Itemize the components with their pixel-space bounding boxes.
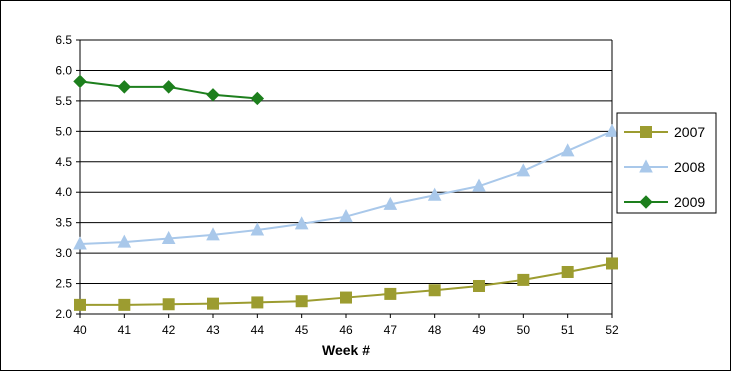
- x-tick-label: 46: [339, 323, 353, 337]
- x-tick-label: 42: [162, 323, 176, 337]
- y-tick-label: 2.0: [55, 307, 72, 321]
- series-2008-point: [339, 208, 353, 223]
- series-2007-point: [561, 265, 574, 278]
- series-2009-point: [206, 88, 220, 102]
- series-2007-point: [74, 298, 86, 311]
- y-tick-label: 5.0: [55, 124, 72, 138]
- y-tick-labels: 2.0 2.5 3.0 3.5 4.0 4.5 5.0 5.5 6.0 6.5: [55, 33, 72, 321]
- x-tick-label: 40: [73, 323, 87, 337]
- legend: 2007 2008 2009: [616, 112, 717, 214]
- x-tick-label: 49: [472, 323, 486, 337]
- legend-box: [616, 112, 717, 214]
- legend-2007-label: 2007: [674, 124, 705, 140]
- x-tick-label: 52: [605, 323, 619, 337]
- legend-2009-label: 2009: [674, 194, 705, 210]
- series-2008-point: [427, 187, 442, 201]
- legend-2007-marker: [640, 126, 652, 138]
- series-2007-point: [384, 287, 397, 300]
- legend-2008-marker: [639, 159, 653, 173]
- series-2008-point: [117, 234, 132, 248]
- series-2009-point: [117, 80, 132, 94]
- x-tick-labels: 40 41 42 43 44 45 46 47 48 49 50 51 52: [73, 323, 619, 337]
- x-tick-label: 47: [384, 323, 398, 337]
- series-2008-point: [73, 236, 87, 250]
- y-tick-label: 3.0: [55, 246, 72, 260]
- y-tick-label: 5.5: [55, 94, 72, 108]
- legend-2009-marker: [639, 195, 653, 209]
- y-tick-label: 2.5: [55, 277, 72, 291]
- series-2007-point: [606, 257, 618, 270]
- series-2008-point: [516, 163, 531, 177]
- x-tick-label: 51: [561, 323, 575, 337]
- series-2009-point: [161, 80, 176, 94]
- x-axis-label: Week #: [322, 342, 370, 358]
- legend-2008-label: 2008: [674, 159, 705, 175]
- y-tick-label: 6.0: [55, 63, 72, 77]
- series-2008-point: [206, 227, 220, 241]
- x-tick-label: 41: [118, 323, 132, 337]
- series-2008-point: [560, 143, 575, 157]
- series-2009-point: [250, 91, 265, 106]
- series-group: [73, 74, 619, 311]
- series-2007-point: [517, 273, 530, 286]
- series-2007-point: [428, 284, 441, 297]
- series-2007-point: [118, 298, 131, 311]
- series-2008-point: [294, 216, 309, 230]
- series-2009-point: [73, 74, 87, 89]
- series-2007-point: [473, 279, 485, 292]
- y-tick-label: 6.5: [55, 33, 72, 47]
- series-2007-point: [251, 296, 264, 309]
- series-2008-point: [161, 230, 176, 244]
- x-tick-label: 44: [251, 323, 265, 337]
- series-2007-point: [162, 298, 175, 311]
- x-tick-label: 45: [295, 323, 309, 337]
- series-2008-point: [472, 178, 486, 192]
- y-tick-label: 4.0: [55, 185, 72, 199]
- x-tick-label: 50: [517, 323, 531, 337]
- series-2007-point: [207, 297, 219, 310]
- series-2008-point: [383, 196, 398, 210]
- series-2008-point: [605, 123, 619, 137]
- y-tick-label: 3.5: [55, 216, 72, 230]
- series-2007-point: [295, 295, 308, 308]
- x-tick-label: 43: [206, 323, 220, 337]
- series-2007-point: [340, 291, 352, 304]
- series-2008-point: [250, 222, 265, 236]
- x-tick-label: 48: [428, 323, 442, 337]
- y-tick-label: 4.5: [55, 155, 72, 169]
